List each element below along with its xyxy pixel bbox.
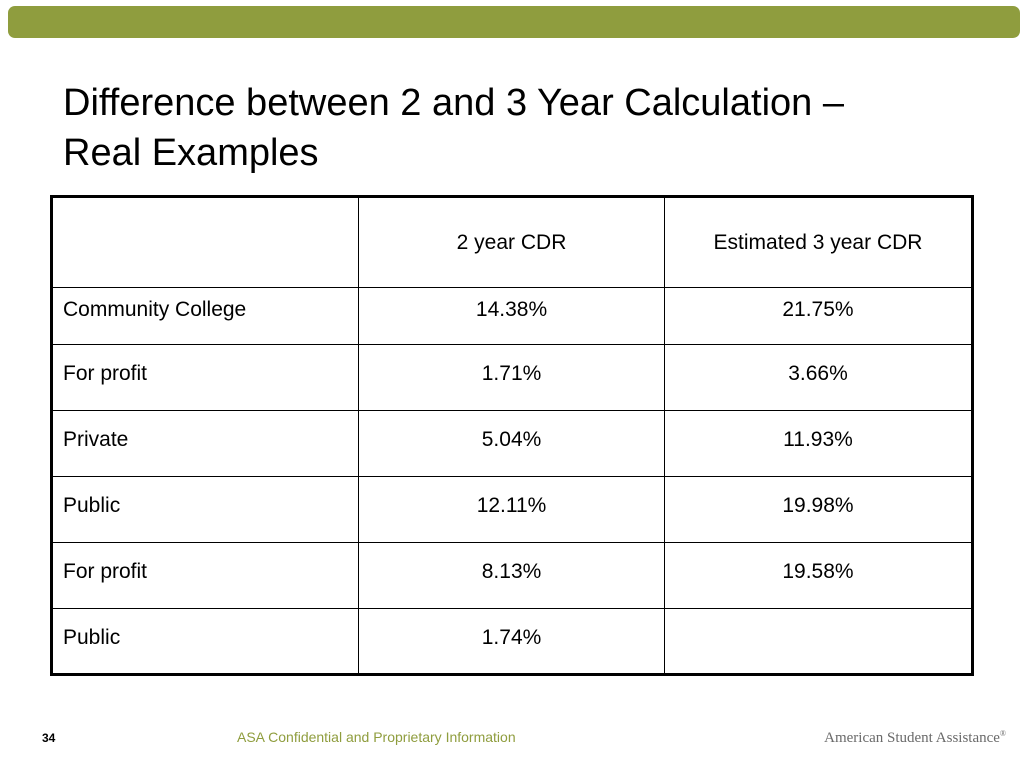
confidentiality-notice: ASA Confidential and Proprietary Informa… [237, 729, 516, 745]
slide-title-line-2: Real Examples [63, 132, 319, 174]
row-label-cell: For profit [50, 542, 360, 609]
row-label-cell: Public [50, 476, 360, 543]
slide-title-line-1: Difference between 2 and 3 Year Calculat… [63, 82, 844, 124]
brand-logo-text: American Student Assistance® [824, 729, 1006, 747]
header-cell-empty [50, 196, 360, 288]
three-year-cdr-cell: 19.58% [663, 542, 974, 609]
registered-mark: ® [999, 729, 1006, 738]
row-label-cell: Community College [50, 287, 360, 345]
cdr-comparison-table: 2 year CDR Estimated 3 year CDR Communit… [50, 195, 974, 676]
page-number: 34 [42, 731, 56, 745]
two-year-cdr-cell: 1.74% [358, 608, 665, 675]
table-row: Public 1.74% [50, 608, 974, 675]
two-year-cdr-cell: 14.38% [358, 287, 665, 345]
two-year-cdr-cell: 5.04% [358, 410, 665, 477]
row-label-cell: For profit [50, 344, 360, 411]
three-year-cdr-cell: 21.75% [663, 287, 974, 345]
table-header-row: 2 year CDR Estimated 3 year CDR [50, 196, 974, 288]
three-year-cdr-cell: 19.98% [663, 476, 974, 543]
three-year-cdr-cell [663, 608, 974, 675]
three-year-cdr-cell: 11.93% [663, 410, 974, 477]
table-row: Community College 14.38% 21.75% [50, 287, 974, 345]
table-row: For profit 1.71% 3.66% [50, 344, 974, 411]
table-row: For profit 8.13% 19.58% [50, 542, 974, 609]
three-year-cdr-cell: 3.66% [663, 344, 974, 411]
row-label-cell: Private [50, 410, 360, 477]
header-accent-bar [8, 6, 1020, 38]
two-year-cdr-cell: 12.11% [358, 476, 665, 543]
header-cell-2-year-cdr: 2 year CDR [358, 196, 665, 288]
brand-name: American Student Assistance [824, 730, 1000, 746]
header-cell-estimated-3-year-cdr: Estimated 3 year CDR [663, 196, 974, 288]
slide-title: Difference between 2 and 3 Year Calculat… [63, 78, 983, 178]
table-row: Public 12.11% 19.98% [50, 476, 974, 543]
table-row: Private 5.04% 11.93% [50, 410, 974, 477]
two-year-cdr-cell: 1.71% [358, 344, 665, 411]
row-label-cell: Public [50, 608, 360, 675]
two-year-cdr-cell: 8.13% [358, 542, 665, 609]
